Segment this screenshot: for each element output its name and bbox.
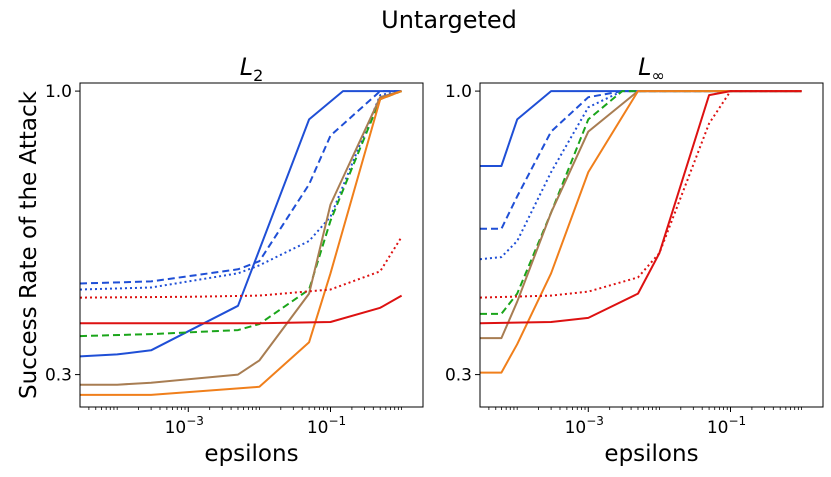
series-line-blue-dotted <box>80 90 402 291</box>
x-tick-label: 10−1 <box>307 414 346 438</box>
x-tick-label: 10−3 <box>565 414 604 438</box>
linf-panel: L∞ 0.3 1.0 10−3 10−1 epsilons <box>445 53 824 467</box>
series-line-green-dashed <box>480 90 802 315</box>
x-axis-label: epsilons <box>204 441 298 467</box>
series-line-red-solid <box>480 90 802 325</box>
series-line-green-dashed <box>80 90 402 338</box>
series-line-blue-solid <box>80 90 402 358</box>
series-line-brown-solid <box>480 90 802 340</box>
axes-frame <box>79 82 424 408</box>
series-group <box>480 90 802 374</box>
series-line-brown-solid <box>80 90 402 386</box>
x-tick-label: 10−1 <box>707 414 746 438</box>
series-line-blue-solid <box>480 90 802 167</box>
series-line-red-solid <box>80 294 403 325</box>
y-tick-label: 1.0 <box>45 82 72 102</box>
panel-title: L∞ <box>638 53 665 85</box>
series-line-red-dotted <box>480 90 802 299</box>
y-tick-label: 0.3 <box>45 366 72 386</box>
axes-frame <box>479 82 824 408</box>
x-tick-label: 10−3 <box>165 414 204 438</box>
series-line-red-dotted <box>80 236 403 299</box>
y-axis-label: Success Rate of the Attack <box>16 90 42 399</box>
series-group <box>80 90 403 396</box>
series-line-orange-solid <box>80 90 402 396</box>
y-tick-label: 0.3 <box>445 366 472 386</box>
figure-suptitle: Untargeted <box>381 6 517 34</box>
x-axis-label: epsilons <box>604 441 698 467</box>
series-line-orange-solid <box>480 90 802 374</box>
panel-title: L2 <box>240 53 264 85</box>
y-tick-label: 1.0 <box>445 82 472 102</box>
series-line-blue-dashed <box>480 90 802 230</box>
series-line-blue-dotted <box>480 90 802 261</box>
l2-panel: L2 0.3 1.0 10−3 10−1 epsilons <box>45 53 424 467</box>
series-line-blue-dashed <box>80 90 402 285</box>
